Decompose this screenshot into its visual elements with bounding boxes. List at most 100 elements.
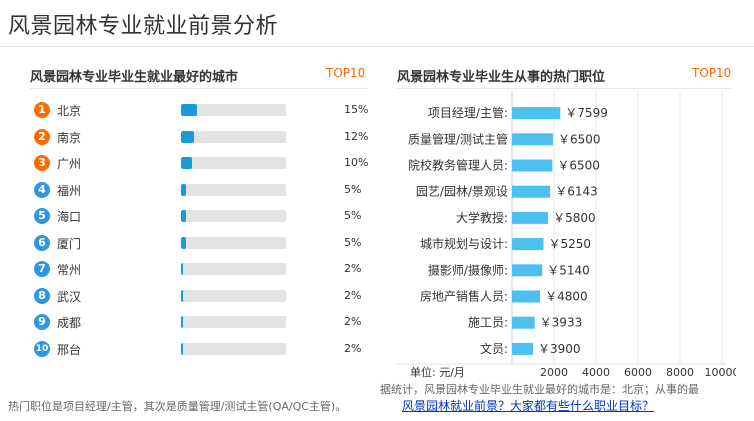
job-salary-chart: 项目经理/主管: ￥7599 质量管理/测试主管 ￥6500 院校教务管理人员: ￥650… (396, 92, 737, 379)
rank-badge: 3 (34, 155, 50, 171)
job-salary-label: ￥6500 (557, 159, 600, 173)
job-panel-title: 风景园林专业毕业生从事的热门职位 (397, 70, 606, 85)
city-name: 成都 (57, 316, 82, 330)
job-salary-bar (512, 159, 553, 172)
city-share-fill (181, 130, 194, 143)
city-share-fill (181, 210, 187, 222)
job-category-label: 施工员: (468, 316, 508, 330)
x-tick-label: 2000 (540, 366, 568, 379)
city-share-bar (181, 342, 286, 355)
job-category-label: 文员: (480, 341, 508, 356)
job-salary-label: ￥4800 (545, 290, 588, 304)
city-share-fill (181, 157, 192, 169)
city-share-percent: 12% (344, 129, 369, 143)
rank-badge: 5 (34, 208, 50, 224)
job-salary-bar (512, 342, 533, 355)
city-share-percent: 5% (344, 182, 362, 196)
job-category-label: 院校教务管理人员: (408, 158, 508, 173)
job-salary-bar (512, 264, 543, 277)
city-rank-row: 8 武汉 2% (34, 286, 374, 306)
city-name: 常州 (57, 263, 82, 277)
rank-badge: 2 (34, 128, 50, 145)
rank-badge: 4 (34, 181, 50, 198)
job-salary-bar (512, 290, 541, 303)
job-salary-bar (512, 133, 553, 146)
city-rank-row: 2 南京 12% (34, 127, 374, 147)
city-rank-row: 6 厦门 5% (34, 233, 374, 253)
rank-badge: 8 (34, 287, 50, 304)
city-name: 武汉 (57, 289, 82, 304)
city-share-fill (181, 183, 187, 196)
job-salary-label: ￥5800 (553, 211, 596, 225)
city-rank-row: 4 福州 5% (34, 180, 374, 200)
title-divider (0, 46, 754, 47)
job-salary-label: ￥6500 (558, 132, 601, 146)
job-salary-label: ￥3933 (540, 316, 583, 330)
city-panel-title: 风景园林专业毕业生就业最好的城市 (30, 70, 239, 85)
city-share-fill (181, 316, 184, 328)
job-salary-label: ￥6143 (555, 185, 598, 199)
job-category-label: 房地产销售人员: (420, 289, 508, 304)
summary-note-line2: 热门职位是项目经理/主管，其次是质量管理/测试主管(QA/QC主管)。 (8, 400, 347, 413)
rank-badge: 6 (34, 234, 50, 251)
career-goals-link[interactable]: 风景园林就业前景？大家都有些什么职业目标？ (402, 399, 655, 413)
city-rank-row: 9 成都 2% (34, 312, 374, 332)
city-share-bar (181, 183, 286, 196)
city-share-percent: 2% (344, 315, 362, 328)
rank-badge: 9 (34, 314, 50, 330)
job-category-label: 大学教授: (456, 210, 508, 225)
job-category-label: 城市规划与设计: (420, 236, 508, 251)
city-share-percent: 5% (344, 209, 362, 222)
city-share-bar (181, 316, 286, 328)
city-panel-top-label: TOP10 (326, 66, 366, 80)
city-share-fill (181, 104, 197, 116)
city-share-percent: 10% (344, 156, 369, 169)
city-share-percent: 15% (344, 103, 369, 116)
city-share-fill (181, 342, 184, 355)
city-share-bar (181, 130, 286, 143)
x-axis-title: 单位: 元/月 (410, 365, 465, 379)
x-tick-label: 4000 (582, 366, 610, 379)
city-share-bar (181, 236, 286, 249)
x-tick-label: 6000 (624, 366, 652, 379)
x-tick-label: 10000 (705, 366, 737, 379)
job-salary-label: ￥5140 (547, 263, 590, 277)
job-salary-bar (512, 107, 561, 120)
job-salary-bar (512, 238, 544, 251)
page-title: 风景园林专业就业前景分析 (8, 14, 279, 39)
summary-note-line1: 据统计，风景园林专业毕业生就业最好的城市是：北京；从事的最 (380, 383, 699, 396)
city-rank-row: 5 海口 5% (34, 206, 374, 226)
city-share-bar (181, 157, 286, 169)
city-name: 厦门 (57, 236, 82, 251)
job-salary-bar (512, 316, 535, 329)
job-salary-bar (512, 211, 549, 224)
job-panel-divider (396, 88, 732, 89)
job-salary-bar (512, 185, 551, 198)
city-name: 福州 (57, 183, 82, 198)
city-share-percent: 2% (344, 341, 362, 355)
city-share-fill (181, 263, 184, 275)
city-panel-divider (30, 88, 368, 89)
city-share-bar (181, 289, 286, 302)
city-rank-row: 1 北京 15% (34, 100, 374, 120)
job-category-label: 摄影师/摄像师: (428, 262, 508, 277)
city-share-fill (181, 236, 187, 249)
job-salary-label: ￥3900 (538, 342, 581, 356)
job-panel-top-label: TOP10 (692, 66, 732, 80)
city-share-percent: 2% (344, 262, 362, 275)
city-rank-row: 10 邢台 2% (34, 339, 374, 359)
job-salary-label: ￥7599 (565, 106, 608, 120)
city-name: 广州 (57, 157, 82, 171)
city-name: 北京 (57, 104, 82, 118)
city-share-bar (181, 263, 286, 275)
job-category-label: 质量管理/测试主管 (408, 131, 508, 146)
job-category-label: 园艺/园林/景观设 (416, 185, 508, 199)
city-name: 南京 (57, 130, 82, 145)
city-name: 海口 (57, 210, 82, 224)
city-share-percent: 5% (344, 235, 362, 249)
job-salary-label: ￥5250 (549, 237, 592, 251)
city-rank-row: 7 常州 2% (34, 259, 374, 279)
city-share-bar (181, 210, 286, 222)
city-name: 邢台 (57, 342, 82, 357)
rank-badge: 1 (34, 102, 50, 118)
